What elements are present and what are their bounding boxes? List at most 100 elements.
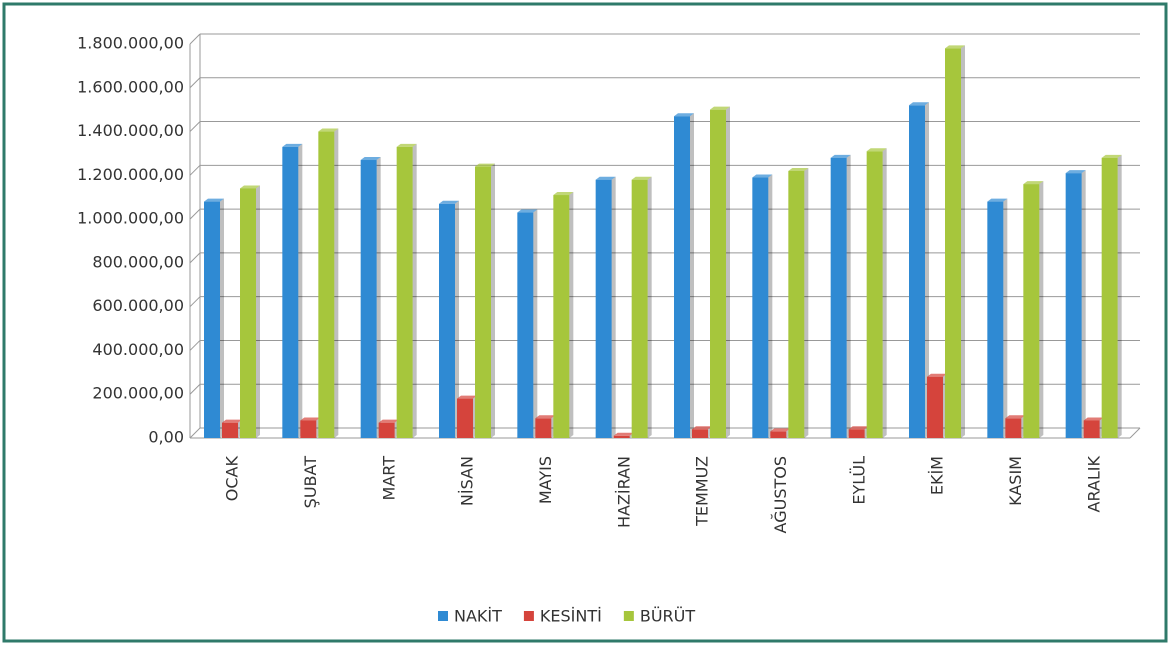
bar-top <box>631 176 652 180</box>
bar <box>517 212 534 438</box>
bar <box>1005 418 1022 438</box>
bar-side <box>1081 170 1086 438</box>
bar <box>300 420 317 438</box>
y-tick-label: 1.400.000,00 <box>77 121 184 140</box>
bar <box>631 179 648 438</box>
bar-top <box>674 113 694 117</box>
x-tick-label: MART <box>379 456 398 501</box>
bar <box>553 195 570 438</box>
bar <box>222 422 238 438</box>
bar <box>1101 157 1118 439</box>
y-tick-label: 200.000,00 <box>92 384 184 403</box>
bar-top <box>553 192 574 196</box>
bar-side <box>882 148 887 438</box>
bar-top <box>475 163 495 167</box>
bar <box>457 398 473 438</box>
grid-line-depth <box>189 252 201 264</box>
bar-top <box>866 148 887 152</box>
y-tick-label: 1.600.000,00 <box>77 77 184 96</box>
grid-line-depth <box>189 77 201 89</box>
y-tick-label: 1.800.000,00 <box>77 34 184 53</box>
bar-top <box>396 143 417 147</box>
grid-line-depth <box>189 208 201 220</box>
bar <box>378 422 395 438</box>
bar <box>595 179 612 438</box>
bar-side <box>611 176 616 438</box>
bar <box>692 429 708 438</box>
bar <box>770 431 787 438</box>
legend-label: BÜRÜT <box>640 607 696 626</box>
x-tick-label: MAYIS <box>536 456 555 504</box>
legend-label: KESİNTİ <box>540 607 602 626</box>
bar-top <box>613 432 634 436</box>
bar-side <box>412 143 417 438</box>
bar <box>866 151 883 438</box>
bar <box>909 105 925 439</box>
legend-swatch <box>438 611 448 621</box>
legend-swatch <box>623 611 634 621</box>
bar-top <box>710 106 730 110</box>
y-tick-label: 400.000,00 <box>92 340 184 359</box>
x-tick-label: TEMMUZ <box>693 456 712 527</box>
y-tick-label: 1.000.000,00 <box>77 209 184 228</box>
y-tick-label: 1.200.000,00 <box>77 165 184 184</box>
bar-side <box>961 45 965 438</box>
bar-side <box>1117 154 1122 439</box>
bar <box>830 157 847 439</box>
bar-side <box>804 167 809 438</box>
bar-top <box>909 102 929 106</box>
bar <box>396 146 413 438</box>
bar <box>240 188 256 438</box>
floor <box>1129 427 1141 439</box>
x-tick-label: OCAK <box>223 455 242 501</box>
grid-line-depth <box>189 383 201 395</box>
bar-top <box>927 373 947 377</box>
bar <box>318 131 335 439</box>
bar <box>475 166 491 439</box>
bar-top <box>517 209 538 213</box>
y-tick-label: 800.000,00 <box>92 252 184 271</box>
bar-side <box>726 106 730 439</box>
bar <box>710 109 726 439</box>
bar-top <box>1065 170 1086 174</box>
bar-top <box>788 167 809 171</box>
bar-top <box>318 128 339 132</box>
bar-side <box>256 185 260 438</box>
bar-top <box>282 143 303 147</box>
bar-side <box>334 128 339 439</box>
bar-top <box>752 174 773 178</box>
x-tick-label: ARALIK <box>1084 455 1103 512</box>
bar-top <box>360 157 381 161</box>
bar <box>674 116 690 438</box>
bar-top <box>848 426 869 430</box>
bar <box>535 418 552 438</box>
x-tick-label: ŞUBAT <box>301 456 320 509</box>
grid-line-depth <box>189 164 201 176</box>
bar <box>360 160 377 438</box>
bar-side <box>298 143 303 438</box>
legend-swatch <box>523 611 534 621</box>
x-tick-label: KASIM <box>1006 456 1025 506</box>
grid-line-depth <box>189 33 201 45</box>
bar-top <box>692 426 712 430</box>
x-tick-label: NİSAN <box>458 456 477 506</box>
bar-top <box>240 185 260 189</box>
bar-top <box>1083 417 1104 421</box>
grid-line-depth <box>189 427 201 439</box>
bar <box>282 146 299 438</box>
bar-side <box>1003 198 1008 438</box>
bar-top <box>1101 154 1122 158</box>
bar <box>1065 173 1082 438</box>
bar <box>439 203 455 438</box>
bar-top <box>535 415 556 419</box>
x-tick-label: HAZİRAN <box>614 456 633 528</box>
bar <box>848 429 865 438</box>
bar-side <box>455 200 459 438</box>
bar-side <box>376 157 381 438</box>
bar-top <box>439 200 459 204</box>
bar <box>987 201 1004 438</box>
bar-top <box>1023 181 1044 185</box>
bar-side <box>647 176 652 438</box>
